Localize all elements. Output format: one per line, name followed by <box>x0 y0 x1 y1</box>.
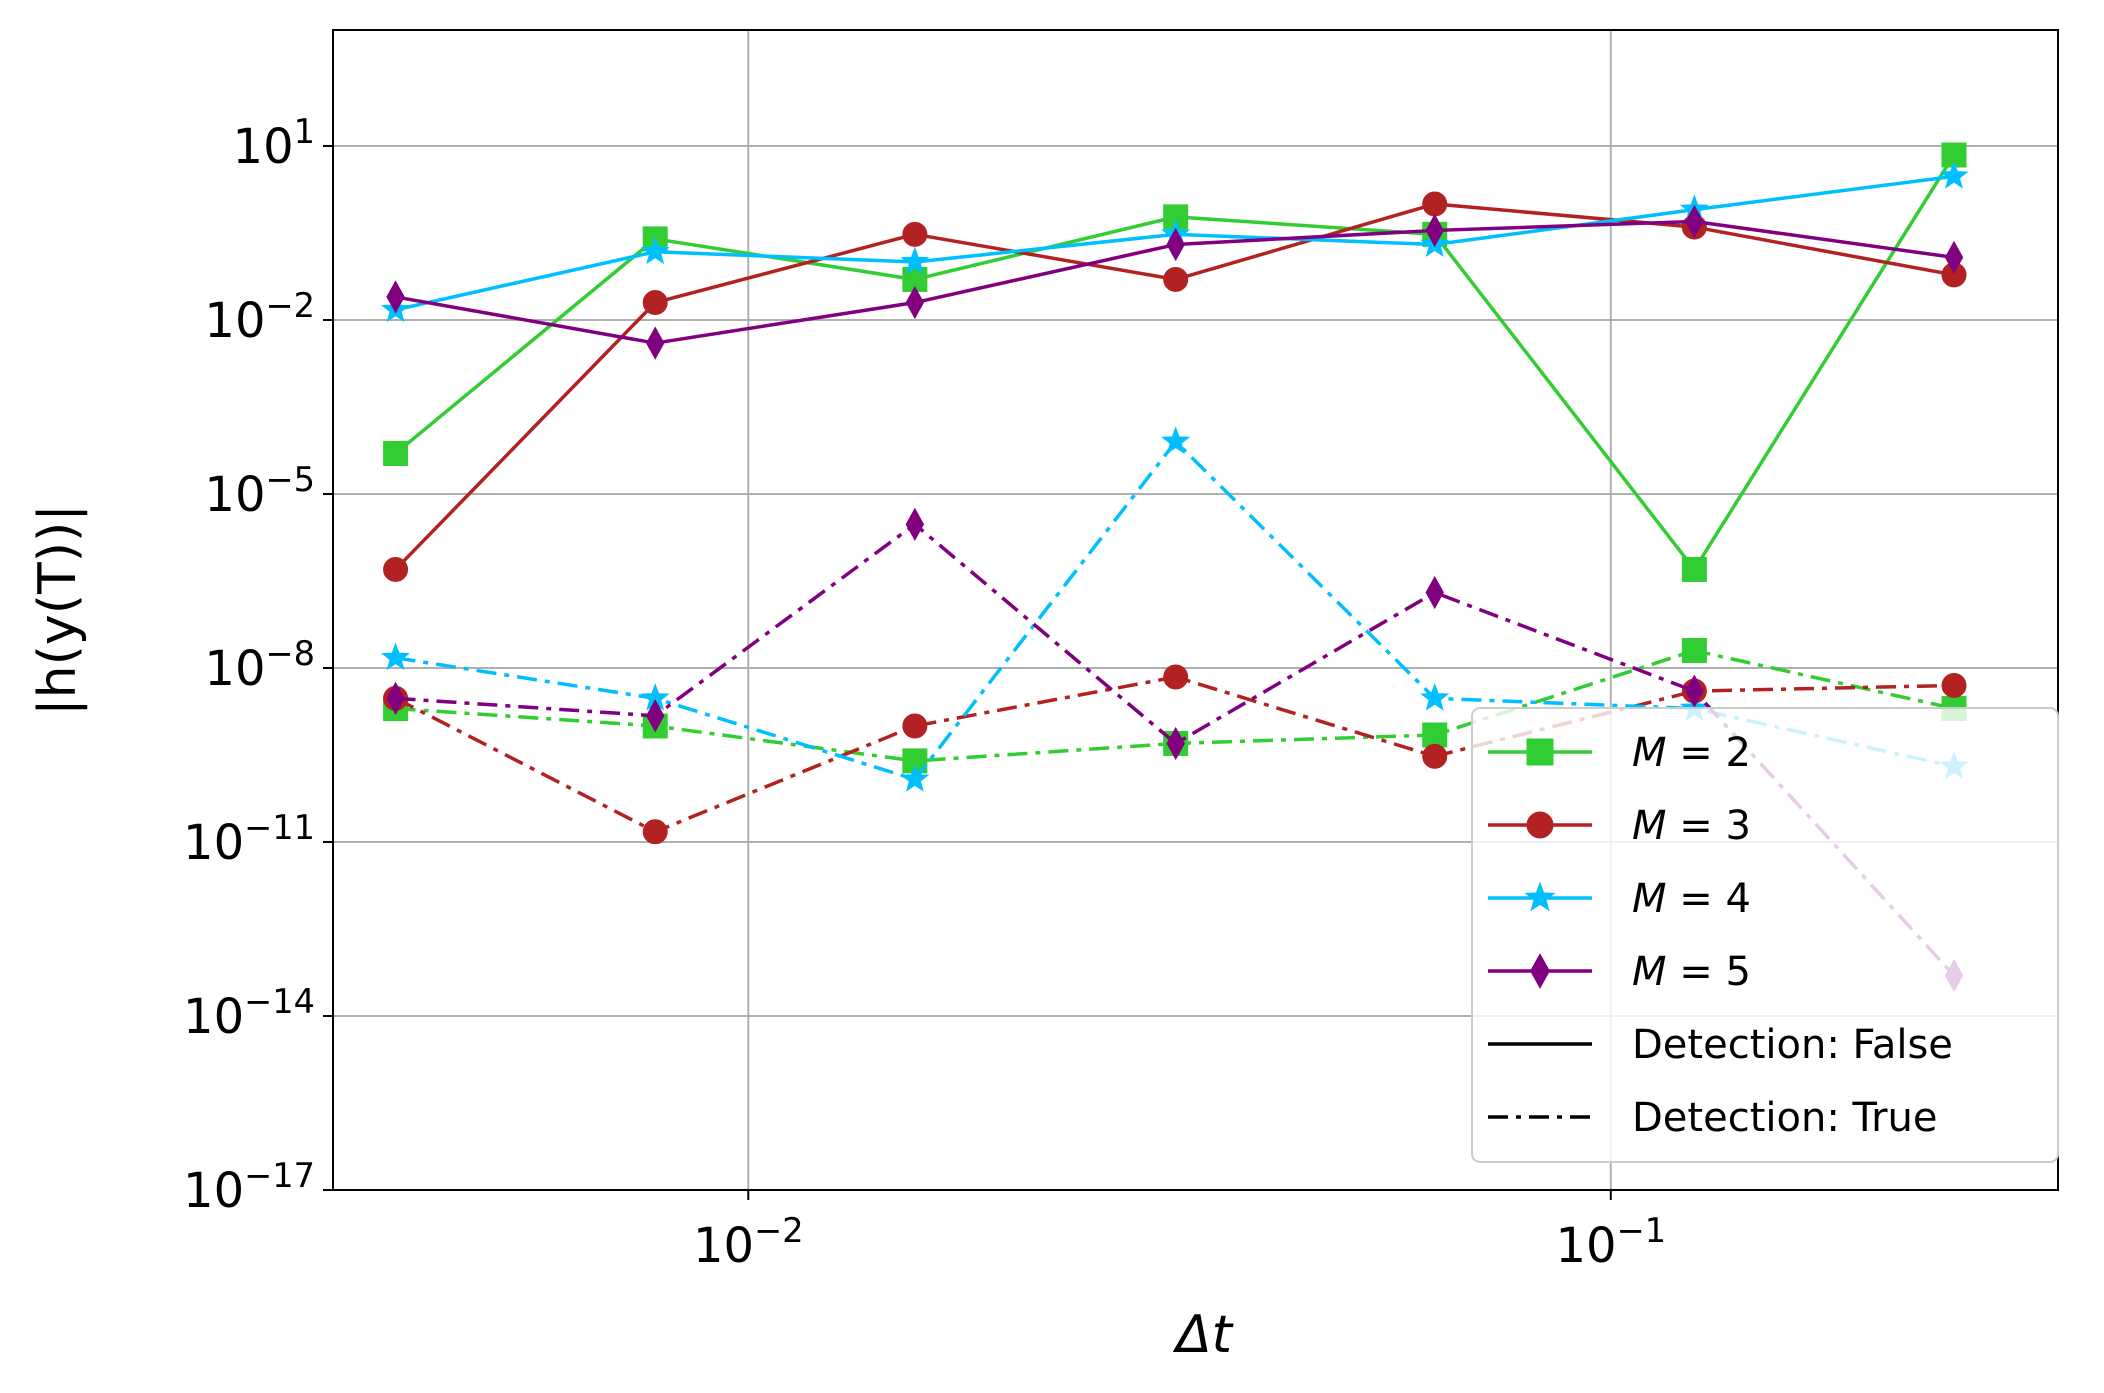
data-point <box>642 290 668 316</box>
data-point <box>902 221 928 247</box>
series-5-detection-false <box>386 204 1964 360</box>
legend-label: M = 3 <box>1632 803 1751 849</box>
y-tick-label: 10−2 <box>204 286 315 349</box>
legend-item: M = 5 <box>1488 949 1751 995</box>
y-tick-label: 10−11 <box>183 808 315 871</box>
y-axis-label: |h(y(T))| <box>28 504 88 716</box>
legend-label: M = 2 <box>1632 730 1751 776</box>
data-point <box>1166 227 1185 262</box>
legend-marker <box>1530 953 1550 989</box>
y-axis-ticks: 10−17 10−14 10−11 10−8 10−5 10−2 101 <box>183 112 333 1219</box>
x-axis-label: Δt <box>1172 1305 1234 1365</box>
data-point <box>902 713 928 739</box>
legend-marker <box>1526 738 1554 766</box>
data-point <box>646 326 665 360</box>
y-tick-label: 10−14 <box>183 982 315 1045</box>
data-point <box>1422 191 1448 217</box>
data-point <box>1944 240 1964 275</box>
data-point <box>1420 683 1450 711</box>
legend-item: M = 4 <box>1488 876 1751 922</box>
y-tick-label: 10−5 <box>204 460 315 523</box>
data-point <box>386 681 405 715</box>
data-point <box>1685 674 1704 708</box>
legend-label: Detection: False <box>1632 1022 1953 1068</box>
data-point <box>1425 213 1444 248</box>
legend-item: Detection: False <box>1488 1022 1953 1068</box>
x-tick-label: 10−2 <box>693 1211 804 1274</box>
data-point <box>386 280 405 314</box>
x-axis-ticks: 10−2 10−1 <box>693 1190 1666 1274</box>
data-point <box>1422 743 1448 769</box>
data-point <box>1941 672 1967 698</box>
x-tick-label: 10−1 <box>1555 1211 1666 1274</box>
data-point <box>900 246 930 275</box>
data-point <box>1681 556 1707 582</box>
data-point <box>381 642 411 671</box>
legend-box <box>1471 707 2059 1163</box>
legend-item: M = 2 <box>1488 730 1751 776</box>
data-point <box>1681 638 1707 664</box>
y-tick-label: 10−8 <box>204 634 315 697</box>
data-point <box>905 285 925 320</box>
data-point <box>1161 426 1191 454</box>
legend: M = 2 M = 3 M = 4 M = 5 Detection: False Dete… <box>1471 707 2059 1163</box>
data-point <box>1166 726 1185 761</box>
data-point <box>1163 266 1189 292</box>
legend-marker <box>1526 811 1554 839</box>
data-point <box>905 507 925 541</box>
data-point <box>900 764 930 792</box>
data-point <box>1685 204 1704 239</box>
legend-label: M = 4 <box>1632 876 1751 922</box>
y-tick-label: 101 <box>233 112 315 175</box>
data-point <box>640 236 670 265</box>
data-point <box>1422 722 1448 748</box>
plot-frame <box>332 29 2059 1191</box>
data-point <box>383 556 409 582</box>
data-point <box>642 819 668 845</box>
legend-label: Detection: True <box>1632 1095 1937 1141</box>
data-point <box>646 699 665 733</box>
y-tick-label: 10−17 <box>183 1156 315 1219</box>
data-point <box>1163 664 1189 690</box>
data-point <box>1939 161 1969 189</box>
series-layer <box>381 142 1969 993</box>
legend-item: M = 3 <box>1488 803 1751 849</box>
legend-label: M = 5 <box>1632 949 1751 995</box>
legend-item: Detection: True <box>1488 1095 1937 1141</box>
legend-marker <box>1524 881 1556 912</box>
data-point <box>383 440 409 466</box>
data-point <box>1425 575 1444 610</box>
